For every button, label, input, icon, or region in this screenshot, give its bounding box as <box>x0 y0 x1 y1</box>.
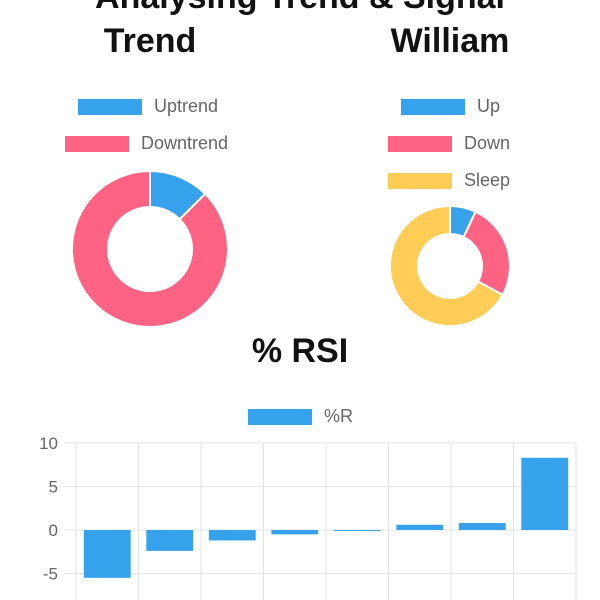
legend-swatch-downtrend <box>65 135 129 152</box>
william-panel: William Up Down Sleep <box>320 0 580 340</box>
legend-swatch-down <box>388 135 452 152</box>
donut-slice-downtrend[interactable] <box>71 169 229 328</box>
rsi-bar-chart: 10 5 0 -5 <box>39 434 577 600</box>
bar[interactable] <box>521 457 569 530</box>
bar[interactable] <box>208 530 256 541</box>
trend-title: Trend <box>103 22 197 60</box>
legend-label-r: %R <box>324 406 354 426</box>
trend-donut-chart <box>71 169 229 328</box>
y-tick-label: 10 <box>39 434 58 453</box>
trend-panel: Trend Uptrend Downtrend <box>20 0 280 340</box>
legend-swatch-r <box>248 408 312 425</box>
rsi-title: % RSI <box>251 332 349 370</box>
bar[interactable] <box>146 530 194 551</box>
legend-item-up[interactable]: Up <box>401 96 500 117</box>
legend-item-down[interactable]: Down <box>388 133 510 154</box>
legend-label-down: Down <box>464 133 511 153</box>
legend-label-up: Up <box>477 96 501 116</box>
legend-label-uptrend: Uptrend <box>154 96 219 116</box>
donut-slice-sleep[interactable] <box>389 204 504 327</box>
legend-swatch-sleep <box>388 172 452 189</box>
legend-label-downtrend: Downtrend <box>141 133 229 153</box>
legend-item-downtrend[interactable]: Downtrend <box>65 133 228 154</box>
y-tick-label: 0 <box>49 521 58 540</box>
legend-swatch-uptrend <box>78 98 142 115</box>
bar[interactable] <box>396 524 444 530</box>
legend-label-sleep: Sleep <box>464 170 511 190</box>
bar[interactable] <box>83 530 131 578</box>
y-tick-label: 5 <box>49 478 58 497</box>
legend-item-sleep[interactable]: Sleep <box>388 170 510 191</box>
legend-item-uptrend[interactable]: Uptrend <box>78 96 218 117</box>
bar[interactable] <box>333 530 381 531</box>
william-donut-chart <box>389 204 511 327</box>
legend-item-r[interactable]: %R <box>248 406 353 427</box>
donut-slice-down[interactable] <box>462 210 511 297</box>
bar[interactable] <box>458 523 506 530</box>
william-title: William <box>390 22 510 60</box>
bar[interactable] <box>271 530 319 535</box>
legend-swatch-up <box>401 98 465 115</box>
y-tick-label: -5 <box>43 565 58 584</box>
top-title: Analysing Trend & Signal <box>0 0 600 17</box>
